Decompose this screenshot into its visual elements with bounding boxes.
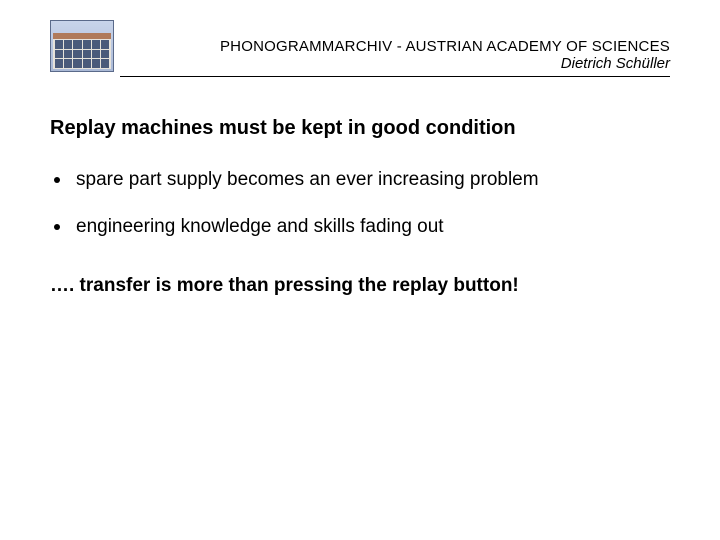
header-text-block: PHONOGRAMMARCHIV - AUSTRIAN ACADEMY OF S… [114,38,670,72]
list-item: engineering knowledge and skills fading … [50,215,670,240]
header-institution: PHONOGRAMMARCHIV - AUSTRIAN ACADEMY OF S… [134,38,670,55]
list-item: spare part supply becomes an ever increa… [50,168,670,193]
bullet-list: spare part supply becomes an ever increa… [50,168,670,239]
logo-building-icon [50,20,114,72]
building-graphic [53,33,111,69]
slide-page: PHONOGRAMMARCHIV - AUSTRIAN ACADEMY OF S… [0,0,720,540]
slide-footer-line: …. transfer is more than pressing the re… [50,275,670,297]
slide-title: Replay machines must be kept in good con… [50,117,670,140]
header-divider [120,76,670,77]
header-author: Dietrich Schüller [134,55,670,72]
header-row: PHONOGRAMMARCHIV - AUSTRIAN ACADEMY OF S… [50,20,670,72]
